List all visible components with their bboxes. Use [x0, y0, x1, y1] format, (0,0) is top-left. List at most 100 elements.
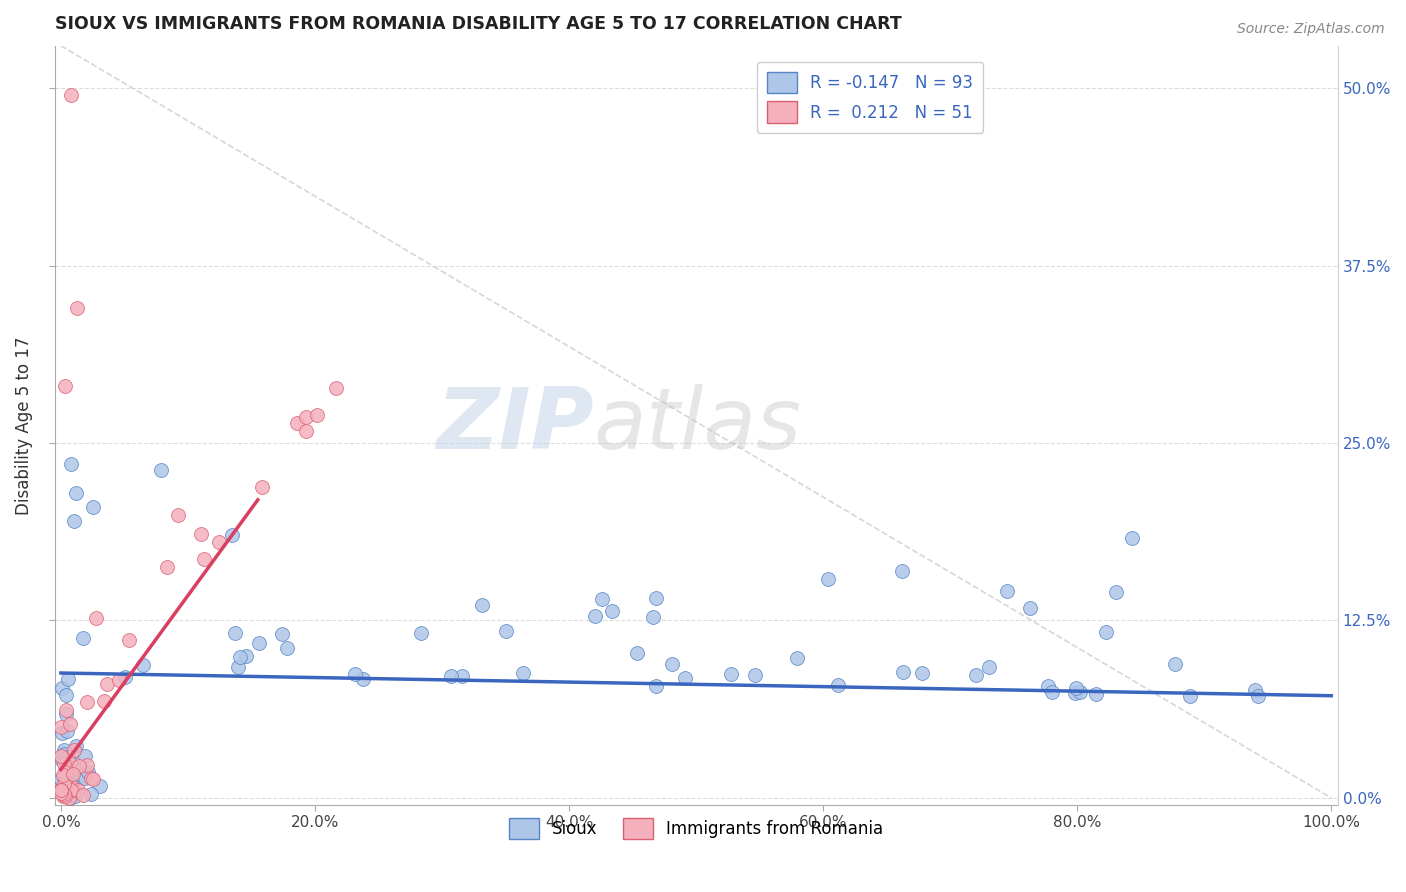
- Point: [60, 458, 83, 472]
- Point: [995, 584, 1018, 599]
- Point: [1084, 687, 1107, 701]
- Point: [661, 657, 683, 671]
- Point: [58, 764, 80, 779]
- Point: [1064, 686, 1087, 700]
- Point: [52, 768, 75, 782]
- Point: [229, 650, 252, 665]
- Point: [786, 651, 808, 665]
- Point: [62, 514, 84, 528]
- Point: [411, 625, 433, 640]
- Point: [55, 688, 77, 702]
- Point: [276, 641, 298, 656]
- Point: [471, 598, 494, 612]
- Point: [58, 791, 80, 805]
- Point: [63, 743, 86, 757]
- Point: [55, 768, 77, 782]
- Point: [80, 771, 103, 785]
- Point: [65, 739, 87, 753]
- Point: [51, 781, 73, 796]
- Point: [193, 552, 215, 566]
- Point: [600, 604, 623, 618]
- Point: [67, 783, 90, 797]
- Point: [1095, 624, 1118, 639]
- Point: [65, 485, 87, 500]
- Point: [93, 694, 115, 708]
- Point: [56, 723, 79, 738]
- Point: [1069, 684, 1091, 698]
- Point: [965, 668, 987, 682]
- Point: [167, 508, 190, 522]
- Point: [352, 672, 374, 686]
- Point: [53, 379, 76, 393]
- Point: [56, 755, 79, 769]
- Point: [60, 88, 83, 103]
- Point: [53, 787, 76, 801]
- Point: [75, 748, 97, 763]
- Point: [149, 463, 172, 477]
- Point: [325, 381, 347, 395]
- Point: [235, 648, 257, 663]
- Point: [49, 748, 72, 763]
- Legend: Sioux, Immigrants from Romania: Sioux, Immigrants from Romania: [502, 812, 890, 846]
- Point: [76, 758, 98, 772]
- Point: [56, 672, 79, 686]
- Point: [59, 790, 82, 805]
- Point: [67, 758, 90, 772]
- Point: [641, 610, 664, 624]
- Point: [63, 761, 86, 775]
- Point: [62, 746, 84, 760]
- Point: [451, 669, 474, 683]
- Point: [53, 773, 76, 788]
- Text: Source: ZipAtlas.com: Source: ZipAtlas.com: [1237, 22, 1385, 37]
- Point: [66, 772, 89, 786]
- Point: [86, 611, 108, 625]
- Point: [51, 726, 73, 740]
- Point: [1164, 657, 1187, 672]
- Point: [1121, 531, 1143, 545]
- Point: [1019, 600, 1042, 615]
- Point: [80, 788, 103, 802]
- Point: [827, 678, 849, 692]
- Point: [53, 789, 76, 803]
- Point: [270, 627, 292, 641]
- Point: [51, 786, 73, 800]
- Point: [89, 780, 111, 794]
- Point: [56, 759, 79, 773]
- Text: atlas: atlas: [593, 384, 801, 467]
- Point: [63, 782, 86, 797]
- Point: [58, 770, 80, 784]
- Point: [1243, 683, 1265, 698]
- Point: [247, 635, 270, 649]
- Point: [891, 665, 914, 680]
- Point: [305, 408, 328, 422]
- Point: [645, 679, 668, 693]
- Point: [744, 668, 766, 682]
- Point: [114, 670, 136, 684]
- Point: [1178, 689, 1201, 703]
- Point: [49, 772, 72, 786]
- Point: [108, 673, 131, 687]
- Point: [673, 671, 696, 685]
- Text: SIOUX VS IMMIGRANTS FROM ROMANIA DISABILITY AGE 5 TO 17 CORRELATION CHART: SIOUX VS IMMIGRANTS FROM ROMANIA DISABIL…: [55, 15, 901, 33]
- Point: [344, 666, 367, 681]
- Point: [1104, 585, 1126, 599]
- Text: ZIP: ZIP: [436, 384, 593, 467]
- Point: [221, 528, 243, 542]
- Point: [53, 764, 76, 779]
- Point: [72, 788, 94, 802]
- Point: [60, 782, 83, 797]
- Point: [53, 774, 76, 789]
- Point: [817, 572, 839, 586]
- Point: [51, 783, 73, 797]
- Point: [51, 681, 73, 695]
- Point: [96, 677, 118, 691]
- Point: [55, 778, 77, 792]
- Point: [56, 769, 79, 783]
- Point: [51, 720, 73, 734]
- Point: [53, 757, 76, 772]
- Point: [1064, 681, 1087, 695]
- Point: [82, 772, 104, 787]
- Point: [62, 767, 84, 781]
- Point: [285, 416, 308, 430]
- Point: [59, 756, 82, 770]
